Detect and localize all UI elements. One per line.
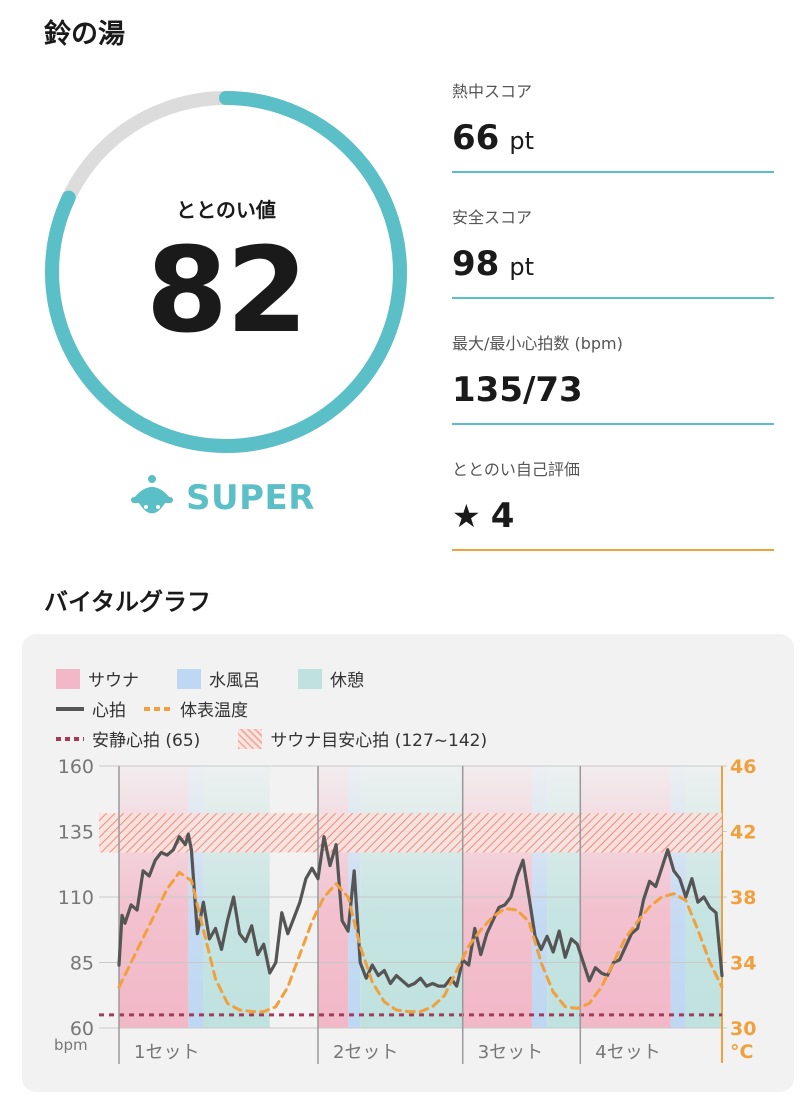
legend-resting-hr: 安静心拍 (65) bbox=[56, 726, 200, 751]
legend-rest: 休憩 bbox=[298, 666, 364, 691]
divider bbox=[452, 297, 774, 299]
y-left-tick-label: 85 bbox=[70, 953, 94, 975]
rank-badge: SUPER bbox=[130, 474, 315, 522]
sauna-hat-icon bbox=[131, 475, 173, 516]
heart-rate-line bbox=[117, 832, 724, 988]
safety-score: 安全スコア 98 pt bbox=[452, 196, 774, 322]
y-right-tick-label: 38 bbox=[730, 887, 756, 909]
legend-reference: 安静心拍 (65) サウナ目安心拍 (127~142) bbox=[56, 726, 525, 751]
sauna-swatch bbox=[56, 668, 80, 689]
legend-phases: サウナ 水風呂 休憩 bbox=[56, 666, 402, 691]
safety-score-label: 安全スコア bbox=[452, 208, 533, 227]
self-rating[interactable]: ととのい自己評価 ★ 4 bbox=[452, 448, 774, 574]
y-left-tick-label: 160 bbox=[58, 756, 94, 778]
vital-chart: 1セット 2セット 3セット 4セット 160 135 110 85 60 46 42 38 34 30… bbox=[54, 756, 756, 1064]
set-label: 1セット bbox=[134, 1042, 199, 1063]
ring-progress-arc bbox=[45, 91, 407, 453]
y-right-tick-label: 34 bbox=[730, 953, 756, 975]
legend-body-temp-label: 体表温度 bbox=[180, 701, 248, 721]
self-rating-number: 4 bbox=[490, 496, 515, 536]
resting-hr-swatch bbox=[56, 736, 84, 741]
heart-rate-range-label: 最大/最小心拍数 (bpm) bbox=[452, 334, 623, 353]
safety-score-value: 98 pt bbox=[452, 244, 534, 284]
self-rating-value: ★ 4 bbox=[452, 496, 514, 536]
totonoi-score-ring: ととのい値 82 bbox=[40, 86, 412, 458]
legend-target-hr: サウナ目安心拍 (127~142) bbox=[238, 726, 487, 751]
heart-rate-range: 最大/最小心拍数 (bpm) 135/73 bbox=[452, 322, 774, 448]
safety-score-number: 98 bbox=[452, 244, 500, 284]
star-icon: ★ bbox=[452, 497, 481, 535]
body-temp-swatch bbox=[144, 706, 172, 711]
heat-score-number: 66 bbox=[452, 118, 500, 158]
legend-sauna: サウナ bbox=[56, 666, 139, 691]
legend-heart-rate-label: 心拍 bbox=[92, 701, 126, 721]
y-left-tick-label: 60 bbox=[70, 1018, 94, 1040]
cold-bath-swatch bbox=[177, 668, 201, 689]
heart-rate-swatch bbox=[56, 706, 84, 711]
vital-graph-title: バイタルグラフ bbox=[44, 588, 212, 616]
rest-swatch bbox=[298, 668, 322, 689]
set-label: 3セット bbox=[478, 1042, 543, 1063]
heat-score-label: 熱中スコア bbox=[452, 82, 533, 101]
facility-name: 鈴の湯 bbox=[44, 19, 125, 50]
y-left-tick-label: 110 bbox=[58, 887, 94, 909]
right-unit-label: °C bbox=[730, 1041, 753, 1063]
body-temp-line bbox=[117, 870, 724, 1014]
vital-graph-card: サウナ 水風呂 休憩 心拍 体表温度 安静心拍 (65) サウナ目安心拍 (12… bbox=[22, 634, 794, 1092]
legend-resting-hr-label: 安静心拍 (65) bbox=[92, 731, 201, 751]
heat-score-unit: pt bbox=[509, 127, 534, 155]
legend-sauna-label: サウナ bbox=[88, 671, 139, 691]
y-left-tick-label: 135 bbox=[58, 822, 94, 844]
y-right-tick-label: 42 bbox=[730, 822, 756, 844]
score-list: 熱中スコア 66 pt 安全スコア 98 pt 最大/最小心拍数 (bpm) 1… bbox=[452, 70, 774, 574]
totonoi-value: 82 bbox=[145, 221, 308, 359]
legend-cold-bath: 水風呂 bbox=[177, 666, 260, 691]
legend-rest-label: 休憩 bbox=[330, 671, 364, 691]
y-right-tick-label: 46 bbox=[730, 756, 756, 778]
divider bbox=[452, 423, 774, 425]
score-ring-graphic bbox=[45, 91, 407, 453]
legend-target-hr-label: サウナ目安心拍 (127~142) bbox=[270, 731, 488, 751]
totonoi-label: ととのい値 bbox=[176, 198, 276, 222]
target-hr-band bbox=[99, 813, 722, 853]
divider bbox=[452, 171, 774, 173]
y-right-tick-label: 30 bbox=[730, 1018, 756, 1040]
safety-score-unit: pt bbox=[509, 253, 534, 281]
heat-score-value: 66 pt bbox=[452, 118, 534, 158]
legend-heart-rate: 心拍 bbox=[56, 696, 126, 721]
legend-body-temp: 体表温度 bbox=[144, 696, 248, 721]
legend-lines: 心拍 体表温度 bbox=[56, 696, 286, 721]
heart-rate-range-value: 135/73 bbox=[452, 370, 583, 410]
self-rating-label: ととのい自己評価 bbox=[452, 460, 580, 479]
rank-label: SUPER bbox=[186, 478, 315, 518]
set-label: 2セット bbox=[333, 1042, 398, 1063]
legend-cold-bath-label: 水風呂 bbox=[209, 671, 260, 691]
heart-rate-range-number: 135/73 bbox=[452, 370, 583, 410]
left-unit-label: bpm bbox=[54, 1036, 88, 1054]
heat-score: 熱中スコア 66 pt bbox=[452, 70, 774, 196]
target-hr-swatch bbox=[238, 728, 263, 749]
divider bbox=[452, 549, 774, 551]
set-label: 4セット bbox=[595, 1042, 660, 1063]
